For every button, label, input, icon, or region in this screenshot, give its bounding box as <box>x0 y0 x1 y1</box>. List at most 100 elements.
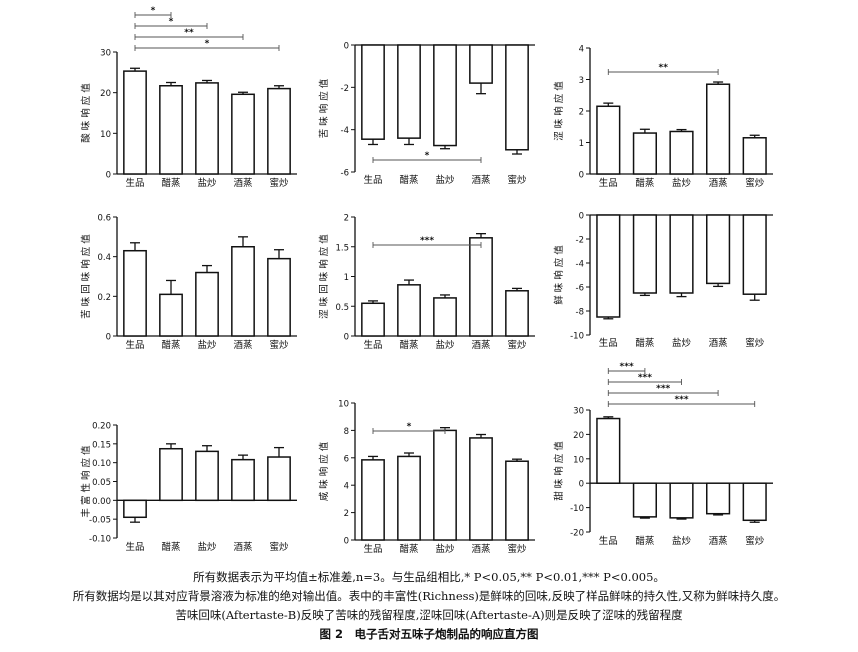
figure-caption: 所有数据表示为平均值±标准差,n=3。与生品组相比,* P<0.05,** P<… <box>0 568 858 644</box>
y-tick-label: 2 <box>579 108 584 118</box>
y-tick-label: -20 <box>570 529 584 539</box>
significance-label: ** <box>184 28 194 38</box>
y-axis-label: 涩 味 响 应 值 <box>553 81 565 141</box>
x-tick-label: 酒蒸 <box>471 543 491 555</box>
chart-panel-f: 0 -2 -4 -6 -8 -10 鲜 味 响 应 值生品 醋蒸 盐炒 酒蒸 蜜炒 <box>553 212 773 349</box>
y-tick-label: 2 <box>344 509 349 519</box>
bar <box>397 284 421 337</box>
x-tick-label: 蜜炒 <box>507 174 527 186</box>
bar <box>505 290 529 337</box>
bar <box>632 214 657 294</box>
significance-label: * <box>205 39 210 49</box>
y-tick-label: 0 <box>344 537 349 547</box>
y-tick-label: 4 <box>344 482 349 492</box>
y-tick-label: -6 <box>576 284 584 294</box>
x-tick-label: 盐炒 <box>672 535 692 547</box>
bar <box>267 257 291 337</box>
x-tick-label: 蜜炒 <box>745 337 765 349</box>
bar <box>267 456 291 502</box>
x-tick-label: 醋蒸 <box>399 543 419 555</box>
significance-label: *** <box>674 395 688 405</box>
chart-panel-d: 0 0.2 0.4 0.6 苦 味 回 味 响 应 值生品 醋蒸 盐炒 酒蒸 蜜炒 <box>80 214 297 351</box>
bar <box>469 237 493 337</box>
significance-label: *** <box>656 384 670 394</box>
bar <box>123 249 147 337</box>
bar <box>123 70 147 175</box>
x-tick-label: 醋蒸 <box>161 339 181 351</box>
x-tick-label: 醋蒸 <box>635 337 655 349</box>
x-tick-label: 生品 <box>363 339 382 351</box>
y-tick-label: 0.20 <box>92 422 111 432</box>
x-tick-label: 醋蒸 <box>635 177 655 189</box>
y-axis-label: 苦 味 回 味 响 应 值 <box>80 234 92 319</box>
bar <box>159 85 183 175</box>
y-axis-label: 咸 味 响 应 值 <box>318 441 330 501</box>
bar <box>159 293 183 337</box>
bar <box>505 460 529 541</box>
bar <box>195 82 219 175</box>
y-tick-label: 0 <box>106 333 111 343</box>
figure-title: 图 2 电子舌对五味子炮制品的响应直方图 <box>319 627 539 641</box>
bar <box>231 246 255 337</box>
y-tick-label: 0 <box>579 171 584 181</box>
caption-line-2: 所有数据均是以其对应背景溶液为标准的绝对输出值。表中的丰富性(Richness)… <box>72 589 786 603</box>
y-tick-label: 0 <box>579 480 584 490</box>
chart-panel-g: 0.20 0.15 0.10 0.05 0.00 -0.05 -0.10 丰 富 性 响 应 … <box>80 422 297 553</box>
y-tick-label: -2 <box>341 84 349 94</box>
y-tick-label: 0 <box>106 171 111 181</box>
bar <box>632 132 657 175</box>
y-tick-label: 0.2 <box>97 293 111 303</box>
bar <box>596 214 621 318</box>
x-tick-label: 盐炒 <box>197 177 217 189</box>
y-axis-label: 丰 富 性 响 应 值 <box>80 445 92 518</box>
y-tick-label: -0.05 <box>89 516 111 526</box>
x-tick-label: 酒蒸 <box>709 177 729 189</box>
y-axis-label: 涩 味 回 味 响 应 值 <box>318 234 330 319</box>
y-tick-label: 1 <box>579 139 584 149</box>
y-tick-label: 6 <box>344 454 349 464</box>
bar <box>123 499 147 519</box>
x-tick-label: 酒蒸 <box>233 541 253 553</box>
y-tick-label: 0.4 <box>97 253 111 263</box>
x-tick-label: 生品 <box>599 337 618 349</box>
y-tick-label: 1 <box>344 273 349 283</box>
y-tick-label: -6 <box>341 169 349 179</box>
x-tick-label: 盐炒 <box>197 541 217 553</box>
x-tick-label: 酒蒸 <box>471 339 491 351</box>
bar <box>231 93 255 175</box>
x-tick-label: 生品 <box>363 543 382 555</box>
x-tick-label: 酒蒸 <box>709 337 729 349</box>
significance-label: * <box>425 151 430 161</box>
y-tick-label: 0.6 <box>97 214 111 224</box>
bar <box>632 482 657 518</box>
y-tick-label: 0 <box>344 42 349 52</box>
caption-line-1: 所有数据表示为平均值±标准差,n=3。与生品组相比,* P<0.05,** P<… <box>193 570 665 584</box>
bar <box>433 429 457 541</box>
bar <box>669 482 694 519</box>
x-tick-label: 蜜炒 <box>269 541 289 553</box>
y-tick-label: -10 <box>570 332 584 342</box>
significance-label: ** <box>658 63 668 73</box>
y-tick-label: 0 <box>579 212 584 222</box>
bar <box>706 214 731 285</box>
y-tick-label: 0.05 <box>92 478 111 488</box>
y-axis-label: 鲜 味 响 应 值 <box>553 245 565 305</box>
x-tick-label: 生品 <box>599 177 618 189</box>
y-tick-label: -4 <box>341 126 349 136</box>
y-tick-label: 30 <box>573 407 584 417</box>
x-tick-label: 酒蒸 <box>233 177 253 189</box>
significance-label: * <box>169 17 174 27</box>
chart-panel-i: 30 20 10 0 -10 -20 甜 味 响 应 值生品 醋蒸 盐炒 酒蒸 蜜炒 *** *** **… <box>553 362 773 547</box>
y-axis-label: 苦 味 响 应 值 <box>318 78 330 138</box>
y-tick-label: 10 <box>100 130 111 140</box>
caption-line-3: 苦味回味(Aftertaste-B)反映了苦味的残留程度,涩味回味(Aftert… <box>175 608 683 622</box>
y-tick-label: 0.00 <box>92 497 111 507</box>
y-tick-label: 30 <box>100 49 111 59</box>
bar <box>361 302 385 337</box>
bar <box>742 214 767 295</box>
x-tick-label: 醋蒸 <box>161 177 181 189</box>
x-tick-label: 蜜炒 <box>269 339 289 351</box>
x-tick-label: 醋蒸 <box>399 339 419 351</box>
x-tick-label: 蜜炒 <box>269 177 289 189</box>
